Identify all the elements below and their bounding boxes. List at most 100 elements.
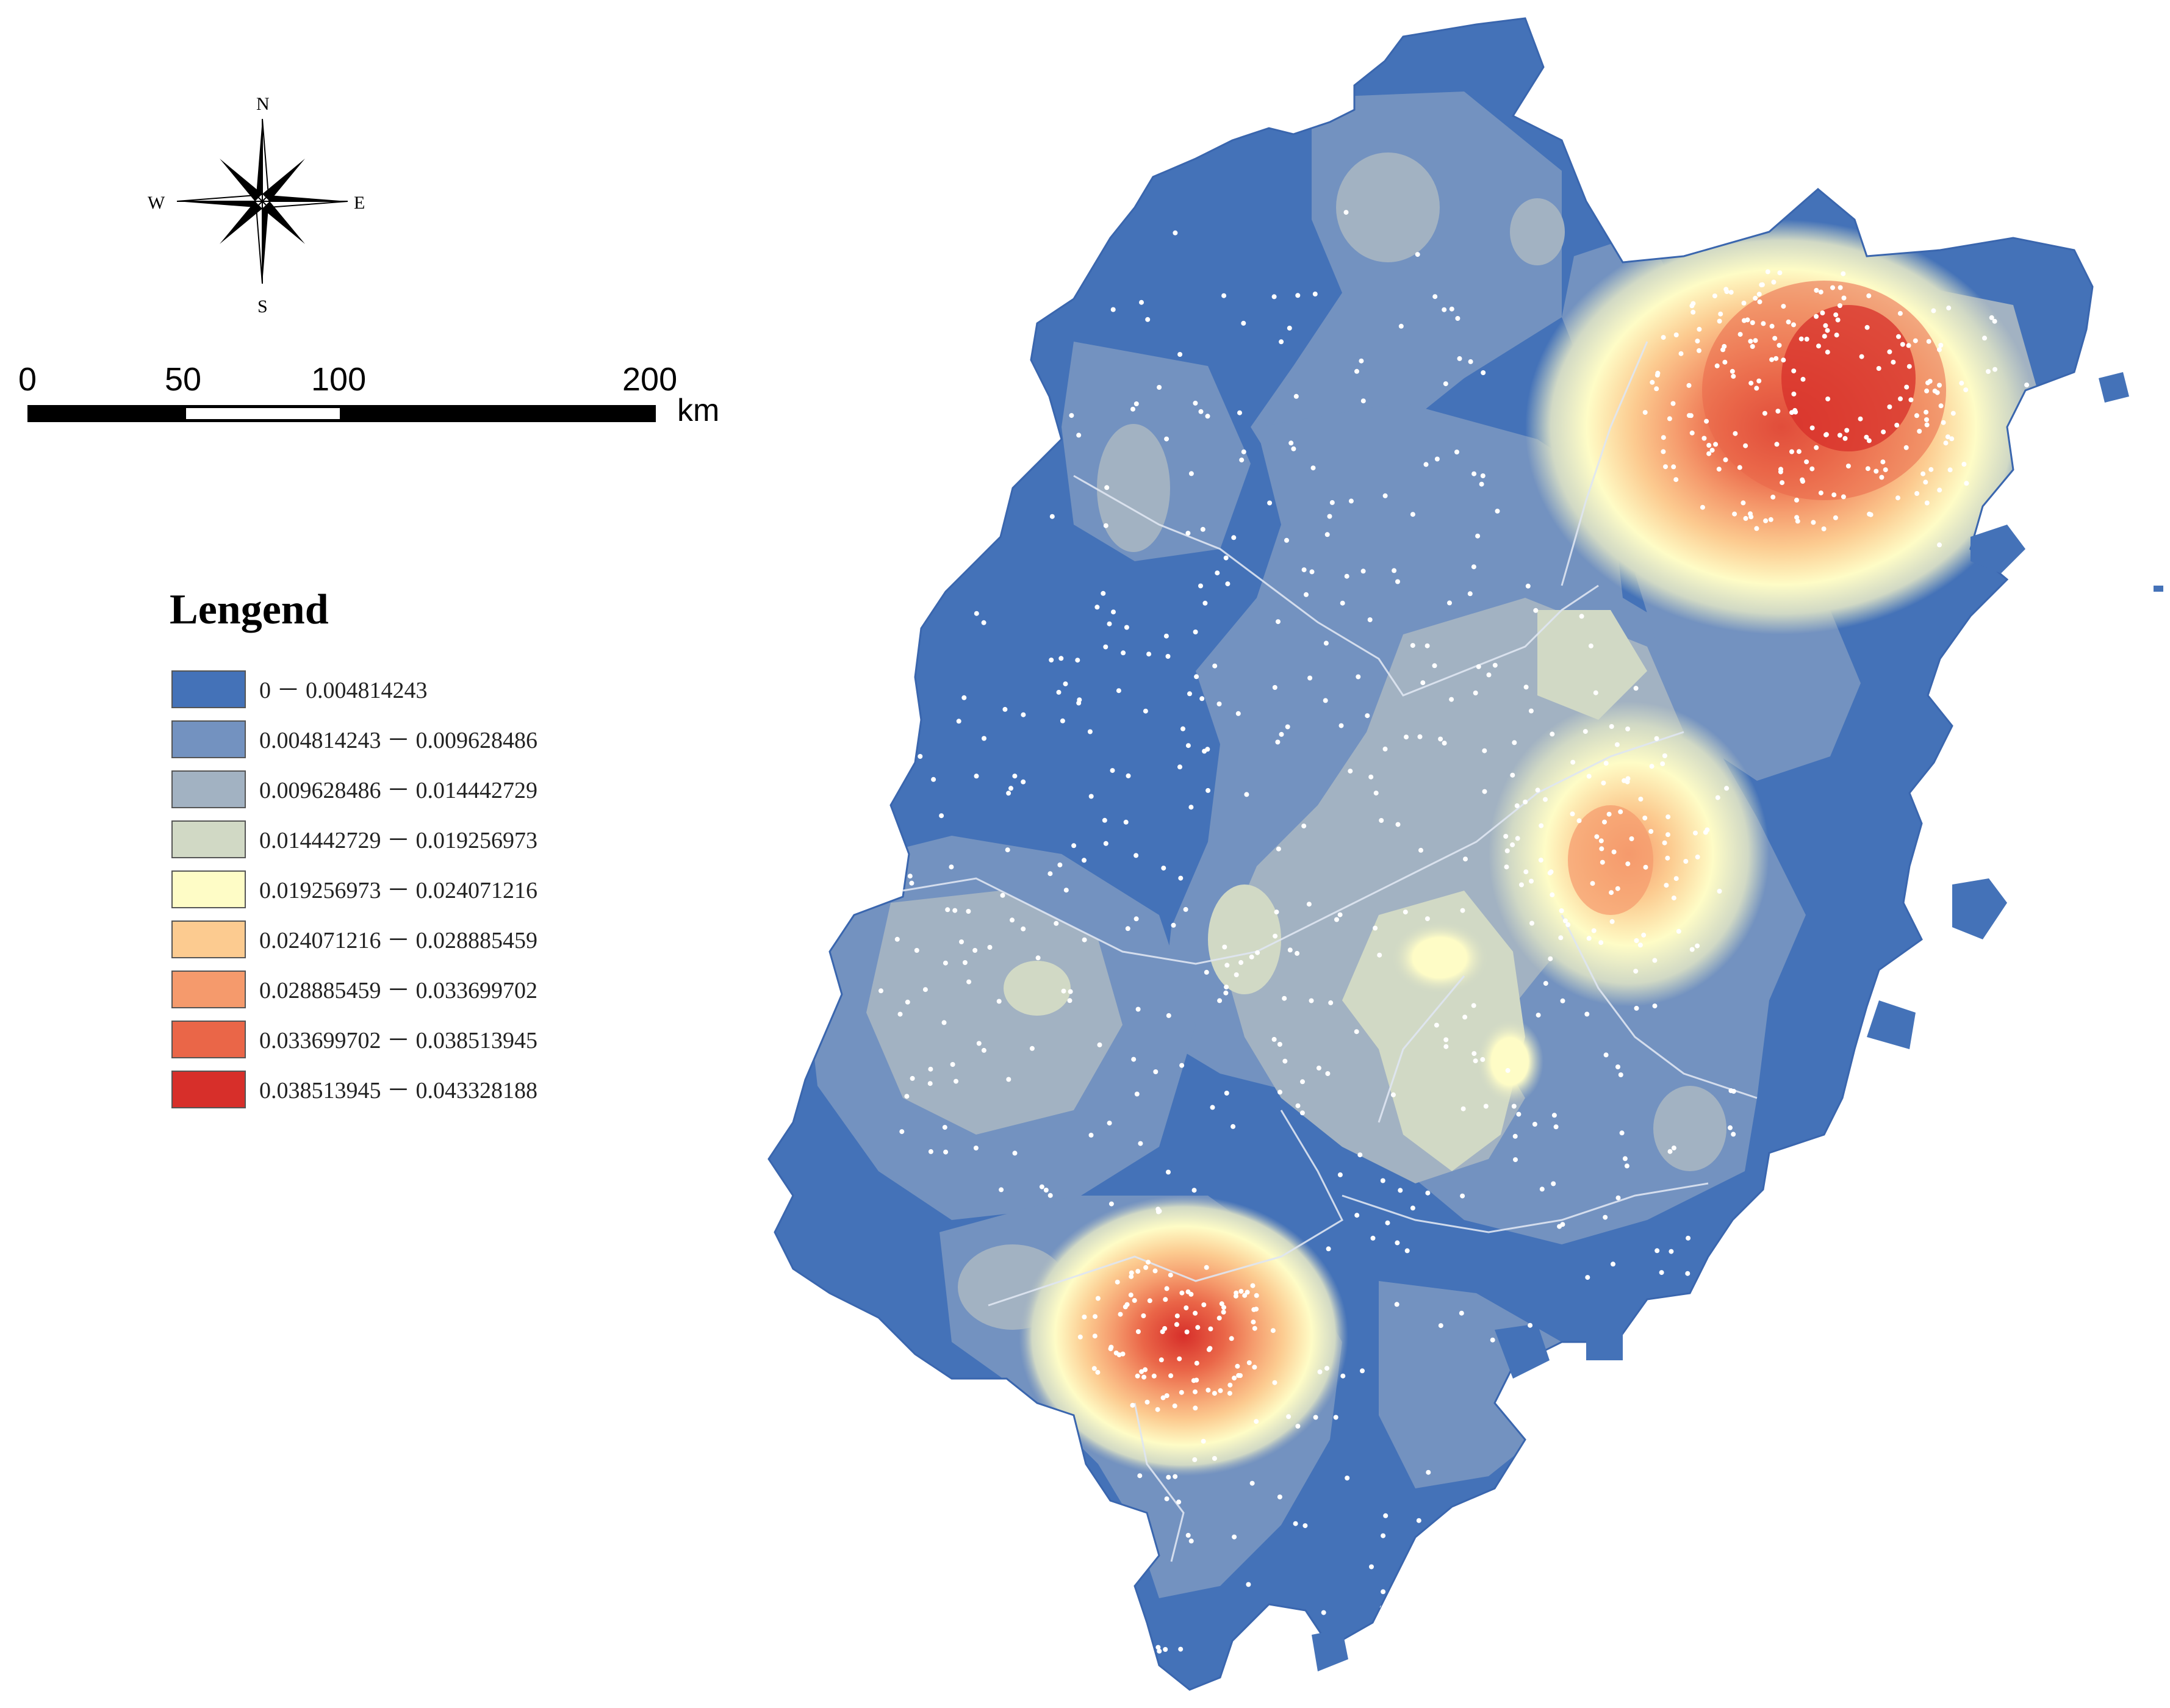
sample-point xyxy=(1223,555,1229,561)
sample-point xyxy=(982,736,986,741)
sample-point xyxy=(1238,960,1244,965)
sample-point xyxy=(1614,742,1620,747)
sample-point xyxy=(1309,569,1315,575)
legend: Lengend 0 － 0.004814243 0.004814243 － 0.0… xyxy=(170,586,537,1108)
sample-point xyxy=(928,1066,933,1072)
sample-point xyxy=(1321,1610,1326,1615)
sample-point xyxy=(918,754,923,759)
sample-point xyxy=(1713,442,1719,447)
sample-point xyxy=(1742,318,1747,323)
sample-point xyxy=(1354,1029,1359,1035)
sample-point xyxy=(892,683,897,688)
sample-point xyxy=(810,777,814,782)
sample-point xyxy=(1763,518,1769,523)
sample-point xyxy=(1479,481,1484,487)
sample-point xyxy=(1234,1290,1239,1296)
sample-point xyxy=(1344,573,1349,579)
sample-point xyxy=(1088,794,1094,799)
sample-point xyxy=(1989,315,1994,320)
sample-point xyxy=(1650,379,1655,385)
sample-point xyxy=(1101,590,1106,596)
sample-point xyxy=(1418,847,1423,853)
sample-point xyxy=(1103,523,1108,528)
sample-point xyxy=(1235,1363,1240,1369)
sample-point xyxy=(1254,1419,1259,1424)
sample-point xyxy=(1769,357,1775,362)
sample-point xyxy=(1365,713,1370,719)
scale-bar: 0 50 100 200 km xyxy=(18,361,719,428)
sample-point xyxy=(1778,467,1783,472)
sample-point xyxy=(1094,605,1100,610)
sample-point xyxy=(1449,697,1454,702)
compass-east-label: E xyxy=(354,193,365,213)
sample-point xyxy=(1481,370,1486,375)
sample-point xyxy=(1611,1261,1615,1267)
sample-point xyxy=(1992,367,1997,372)
sample-point xyxy=(1200,526,1205,532)
sample-point xyxy=(1794,515,1800,520)
sample-point xyxy=(2019,465,2025,470)
sample-point xyxy=(1373,925,1378,931)
sample-point xyxy=(1560,1222,1565,1227)
sample-point xyxy=(1056,689,1062,695)
sample-point xyxy=(1538,858,1543,863)
sample-point xyxy=(1654,736,1659,741)
sample-point xyxy=(1276,619,1281,625)
sample-point xyxy=(1252,1365,1257,1370)
sample-point xyxy=(1841,295,1847,301)
sample-point xyxy=(1188,1538,1194,1544)
sample-point xyxy=(1906,364,1912,369)
sample-point xyxy=(1043,1188,1049,1193)
sample-point xyxy=(1423,462,1429,467)
sample-point xyxy=(1548,869,1554,875)
sample-point xyxy=(1625,861,1631,867)
sample-point xyxy=(1295,1103,1301,1108)
sample-point xyxy=(1236,1372,1241,1378)
sample-point xyxy=(1532,1122,1537,1127)
sample-point xyxy=(1773,356,1779,361)
sample-point xyxy=(1634,1005,1639,1011)
sample-point xyxy=(1179,1390,1184,1395)
sample-point xyxy=(1442,741,1447,746)
sample-point xyxy=(1714,363,1720,368)
sample-point xyxy=(1693,830,1698,836)
sample-point xyxy=(1986,369,1991,374)
sample-point xyxy=(1898,396,1903,401)
sample-point xyxy=(1047,871,1053,877)
sample-point xyxy=(1548,956,1553,961)
sample-point xyxy=(1880,459,1886,465)
sample-point xyxy=(974,773,979,779)
sample-point xyxy=(1864,434,1869,440)
sample-point xyxy=(1859,354,1864,359)
sample-point xyxy=(1118,1312,1123,1317)
sample-point xyxy=(1295,293,1301,298)
sample-point xyxy=(1717,318,1722,324)
sample-point xyxy=(1809,466,1815,472)
sample-point xyxy=(1307,675,1313,681)
sample-point xyxy=(1134,1091,1140,1097)
sample-point xyxy=(1185,1532,1191,1538)
sample-point xyxy=(1673,876,1679,881)
sample-point xyxy=(1949,436,1955,442)
sample-point xyxy=(1146,1260,1151,1265)
sample-point xyxy=(865,695,871,700)
sample-point xyxy=(1925,380,1930,386)
sample-point xyxy=(1529,878,1534,884)
sample-point xyxy=(1660,761,1665,767)
sample-point xyxy=(1603,1215,1608,1220)
sample-point xyxy=(1134,916,1139,922)
sample-point xyxy=(1092,1333,1098,1339)
sample-point xyxy=(1823,432,1829,437)
sample-point xyxy=(1757,299,1762,304)
sample-point xyxy=(1329,500,1335,505)
sample-point xyxy=(1756,292,1762,297)
sample-point xyxy=(1432,294,1438,300)
sample-point xyxy=(996,999,1002,1004)
sample-point xyxy=(1271,1036,1277,1042)
sample-point xyxy=(1184,1305,1189,1310)
sample-point xyxy=(1337,1172,1343,1177)
sample-point xyxy=(1676,928,1681,934)
sample-point xyxy=(1504,864,1509,870)
sample-point xyxy=(1765,269,1770,274)
sample-point xyxy=(1447,600,1452,606)
